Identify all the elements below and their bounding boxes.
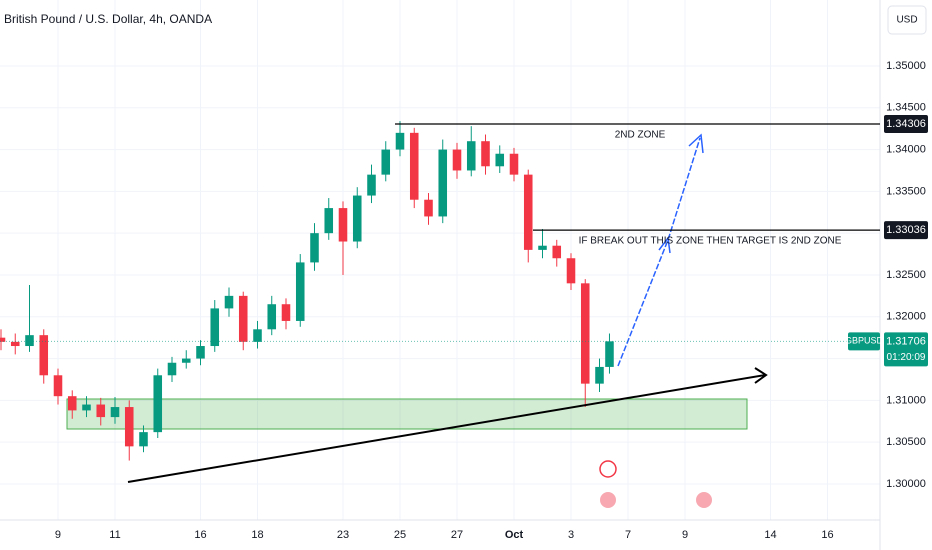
candle-body: [124, 407, 134, 447]
candle-body: [552, 245, 562, 259]
y-tick-label: 1.30500: [886, 436, 926, 448]
candle-body: [566, 258, 576, 284]
x-tick-label: 9: [682, 529, 688, 541]
candle-body: [110, 407, 120, 418]
candle-body: [167, 362, 177, 376]
candle-body: [595, 366, 604, 384]
candle-body: [538, 245, 547, 250]
candle-body: [253, 329, 262, 342]
candle-body: [338, 208, 348, 242]
last-price-label: 1.31706: [886, 335, 926, 347]
candle-body: [267, 304, 277, 330]
countdown: 01:20:09: [887, 352, 926, 363]
trend-line: [127, 374, 766, 483]
candle-body: [452, 149, 462, 171]
symbol-label: GBPUSD: [845, 336, 884, 346]
candle-body: [381, 149, 391, 175]
x-tick-label: 27: [451, 529, 463, 541]
candle-body: [67, 396, 77, 411]
level-label: 1.33036: [886, 224, 926, 236]
candle-body: [367, 174, 376, 196]
candle-body: [82, 404, 91, 411]
candle-body: [196, 346, 205, 359]
candle-body: [438, 149, 448, 217]
y-tick-label: 1.32000: [886, 311, 926, 323]
level-label-box: [884, 221, 928, 240]
trend-arrow-head: [754, 367, 768, 384]
y-tick-label: 1.33500: [886, 185, 926, 197]
y-tick-label: 1.34500: [886, 102, 926, 114]
x-tick-label: Oct: [505, 529, 524, 541]
x-tick-label: 18: [251, 529, 263, 541]
candle-body: [495, 153, 505, 167]
event-icons: [599, 460, 712, 508]
candle-body: [324, 208, 334, 234]
candle-body: [295, 262, 305, 321]
candle-body: [523, 174, 533, 250]
x-tick-label: 16: [194, 529, 206, 541]
candle-body: [310, 233, 319, 263]
annotation: 2ND ZONE: [615, 130, 666, 141]
x-tick-label: 16: [821, 529, 833, 541]
candle-body: [53, 375, 63, 397]
x-tick-label: 7: [625, 529, 631, 541]
candle-body: [139, 432, 148, 447]
currency-button[interactable]: [887, 5, 927, 35]
candle-body: [509, 153, 519, 175]
y-tick-label: 1.30000: [886, 478, 926, 490]
level-label-box: [884, 114, 928, 133]
candle-body: [424, 199, 433, 217]
y-tick-label: 1.34000: [886, 143, 926, 155]
level-label: 1.34306: [886, 118, 926, 130]
x-tick-label: 11: [109, 529, 120, 541]
candle-body: [281, 304, 291, 321]
chart-title: British Pound / U.S. Dollar, 4h, OANDA: [4, 12, 212, 26]
candle-body: [25, 335, 34, 347]
candle-body: [352, 195, 362, 242]
candle-body: [605, 341, 614, 367]
y-tick-label: 1.35000: [886, 60, 926, 72]
arrow-head: [658, 236, 671, 254]
candle-body: [580, 283, 590, 384]
candle-body: [395, 132, 405, 150]
candle-body: [210, 308, 220, 347]
last-price-box: [884, 332, 928, 367]
annotation: IF BREAK OUT THIS ZONE THEN TARGET IS 2N…: [579, 236, 842, 247]
x-tick-label: 23: [337, 529, 349, 541]
arrow-head: [688, 133, 704, 154]
candle-body: [0, 337, 6, 342]
x-tick-label: 25: [394, 529, 406, 541]
y-tick-label: 1.32500: [886, 269, 926, 281]
x-tick-label: 9: [55, 529, 61, 541]
candle-body: [224, 295, 234, 309]
candle-body: [96, 404, 106, 418]
x-tick-label: 14: [764, 529, 776, 541]
candle-body: [238, 295, 248, 342]
y-tick-label: 1.31000: [886, 394, 926, 406]
candle-body: [153, 375, 163, 433]
candle-body: [181, 358, 191, 363]
symbol-box: [848, 332, 880, 351]
candle-body: [481, 141, 490, 167]
x-tick-label: 3: [568, 529, 574, 541]
candle-body: [39, 335, 49, 376]
candles: [0, 121, 614, 461]
candle-body: [409, 132, 419, 200]
projection-arrow: [617, 137, 701, 367]
currency[interactable]: USD: [896, 15, 917, 26]
support-zone: [66, 398, 748, 430]
candle-body: [10, 341, 20, 347]
candle-body: [466, 141, 476, 171]
